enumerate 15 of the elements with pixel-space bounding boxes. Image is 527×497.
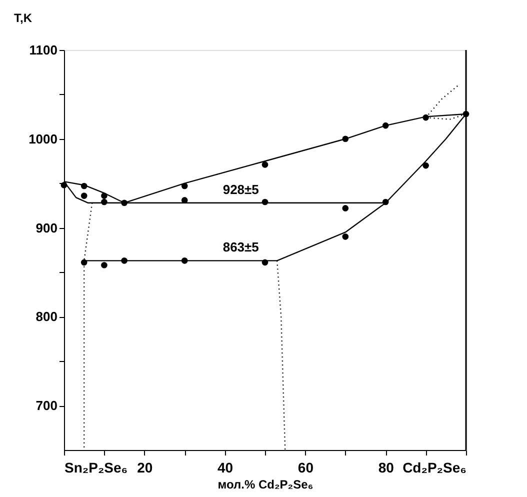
- annotation: 863±5: [222, 240, 259, 255]
- x-tick-label: 60: [298, 460, 314, 476]
- x-tick-label: 40: [218, 460, 234, 476]
- y-tick-label: 900: [36, 220, 58, 236]
- y-tick-label: 1000: [28, 131, 58, 146]
- x-tick-label: Cd₂P₂Se₆: [402, 460, 466, 476]
- x-tick-label: Sn₂P₂Se₆: [64, 460, 128, 476]
- x-tick-label: 80: [378, 460, 394, 476]
- y-tick-label: 1100: [29, 42, 58, 58]
- y-tick-label: 800: [36, 309, 58, 324]
- y-tick-label: 700: [36, 398, 58, 414]
- x-axis-title: мол.% Cd₂P₂Se₆: [218, 478, 314, 492]
- y-axis-title: T,K: [14, 11, 32, 25]
- x-tick-label: 20: [137, 460, 153, 476]
- annotation: 928±5: [222, 182, 259, 197]
